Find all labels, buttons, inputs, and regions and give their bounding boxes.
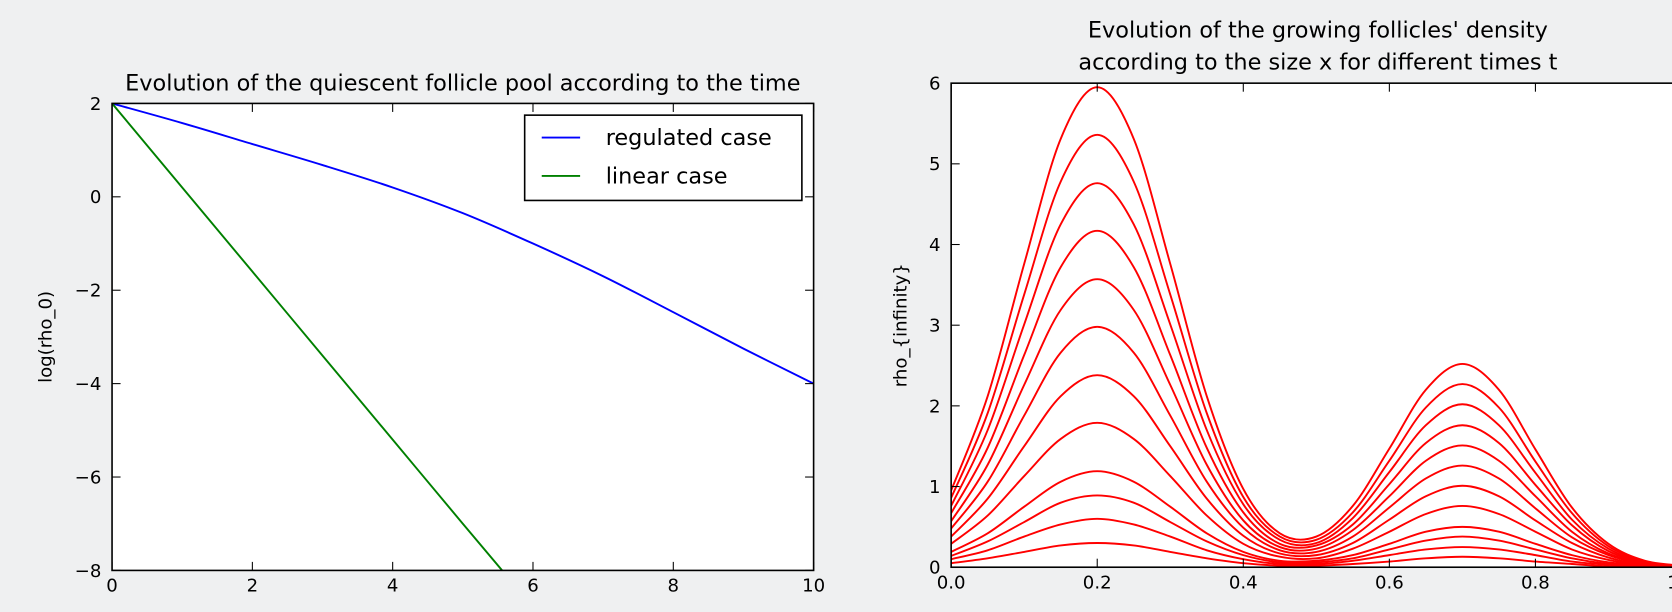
x-tick-label: 0.4 xyxy=(1229,573,1258,594)
data-line xyxy=(951,421,1672,568)
data-line xyxy=(951,494,1672,568)
legend-label: linear case xyxy=(606,163,728,189)
data-line xyxy=(951,86,1672,566)
x-tick-label: 0.0 xyxy=(937,573,966,594)
data-line xyxy=(951,325,1672,567)
x-tick-label: 10 xyxy=(802,576,825,597)
y-tick-label: 3 xyxy=(929,316,941,337)
legend-label: regulated case xyxy=(606,125,772,151)
y-tick-label: 5 xyxy=(929,154,941,175)
data-line xyxy=(951,133,1672,566)
x-tick-label: 6 xyxy=(527,576,539,597)
chart-title: according to the size x for different ti… xyxy=(1078,49,1557,75)
x-tick-label: 0 xyxy=(106,576,118,597)
x-tick-label: 0.6 xyxy=(1375,573,1404,594)
x-tick-label: 0.2 xyxy=(1083,573,1112,594)
legend-box xyxy=(523,114,803,202)
data-line xyxy=(951,229,1672,567)
y-tick-label: 2 xyxy=(929,396,941,417)
y-tick-label: 0 xyxy=(929,558,941,579)
x-tick-label: 4 xyxy=(387,576,399,597)
y-tick-label: −4 xyxy=(75,374,102,395)
x-tick-label: 2 xyxy=(247,576,259,597)
plot-lines xyxy=(951,86,1672,568)
data-line xyxy=(951,470,1672,568)
y-tick-label: 4 xyxy=(929,235,941,256)
data-line xyxy=(951,182,1672,567)
y-tick-label: 2 xyxy=(90,94,102,115)
data-line xyxy=(112,103,503,571)
y-tick-label: −2 xyxy=(75,281,102,302)
y-tick-label: 6 xyxy=(929,74,941,95)
chart-title: Evolution of the quiescent follicle pool… xyxy=(125,71,800,97)
plot-lines xyxy=(112,103,814,571)
data-line xyxy=(112,103,814,385)
chart-title: Evolution of the growing follicles' dens… xyxy=(1088,17,1548,43)
data-line xyxy=(951,374,1672,568)
axes-frame xyxy=(111,102,815,572)
y-axis-label: log(rho_0) xyxy=(35,291,56,383)
y-tick-label: −8 xyxy=(75,561,102,582)
data-line xyxy=(951,278,1672,567)
data-line xyxy=(951,517,1672,568)
y-tick-label: 1 xyxy=(929,477,941,498)
x-tick-label: 1.0 xyxy=(1667,573,1672,594)
y-tick-label: −6 xyxy=(75,467,102,488)
x-tick-label: 0.8 xyxy=(1521,573,1550,594)
y-axis-label: rho_{infinity} xyxy=(890,263,911,387)
x-tick-label: 8 xyxy=(668,576,680,597)
data-line xyxy=(951,542,1672,568)
y-tick-label: 0 xyxy=(90,187,102,208)
